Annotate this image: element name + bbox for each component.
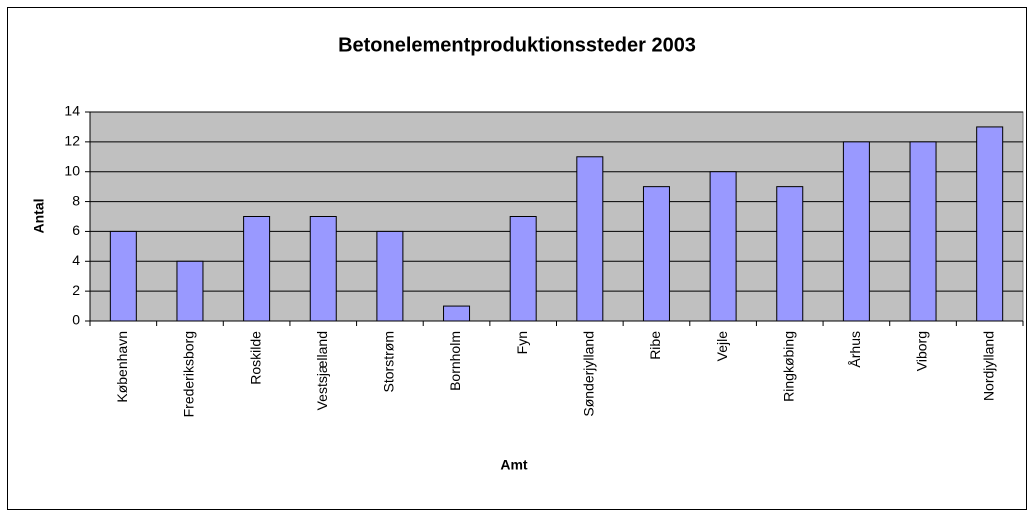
x-tick-label: Århus xyxy=(847,331,863,368)
x-tick-label: Fyn xyxy=(514,331,530,354)
y-tick-label: 8 xyxy=(72,192,80,208)
bar xyxy=(976,126,1004,322)
x-tick-label: Bornholm xyxy=(447,331,463,391)
x-tick-label: Nordjylland xyxy=(980,331,996,401)
bar xyxy=(576,156,604,322)
y-tick-label: 2 xyxy=(72,282,80,298)
y-axis-title: Antal xyxy=(31,199,47,234)
y-tick-label: 14 xyxy=(64,103,80,119)
x-tick-label: Vejle xyxy=(714,331,730,362)
y-tick-label: 10 xyxy=(64,162,80,178)
x-tick-label: Viborg xyxy=(914,331,930,371)
chart-title: Betonelementproduktionssteder 2003 xyxy=(338,34,696,56)
plot-area xyxy=(89,111,1024,322)
x-tick-label: Sønderjylland xyxy=(581,331,597,417)
x-tick-label: Roskilde xyxy=(247,331,263,385)
y-tick-label: 0 xyxy=(72,312,80,328)
y-tick-label: 12 xyxy=(64,133,80,149)
bar xyxy=(376,230,404,322)
y-tick-label: 6 xyxy=(72,222,80,238)
bar xyxy=(642,186,670,322)
x-tick-label: Ringkøbing xyxy=(780,331,796,402)
x-tick-label: København xyxy=(114,331,130,403)
bar xyxy=(776,186,804,322)
bar xyxy=(909,141,937,322)
x-tick-label: Frederiksborg xyxy=(181,331,197,417)
bar xyxy=(109,230,137,322)
bar xyxy=(309,216,337,322)
bar xyxy=(842,141,870,322)
bar xyxy=(243,216,271,322)
bar xyxy=(709,171,737,322)
x-tick-label: Vestsjælland xyxy=(314,331,330,410)
x-tick-label: Ribe xyxy=(647,331,663,360)
x-tick-label: Storstrøm xyxy=(381,331,397,392)
bar xyxy=(443,305,471,322)
x-axis-title: Amt xyxy=(500,457,528,473)
bar xyxy=(176,260,204,322)
bar xyxy=(509,216,537,322)
y-tick-label: 4 xyxy=(72,252,80,268)
